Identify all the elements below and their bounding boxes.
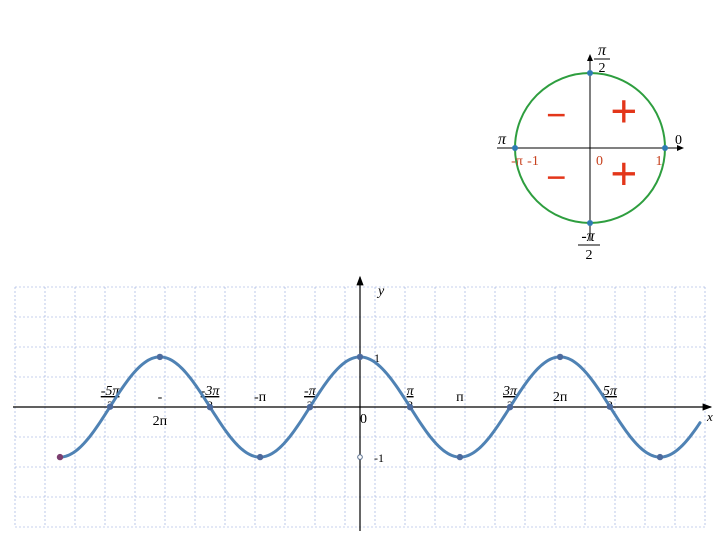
svg-text:-: - xyxy=(158,390,163,405)
svg-text:π: π xyxy=(407,384,415,399)
svg-text:y: y xyxy=(376,284,385,299)
graph-svg: yx1-1-5π2-2п-3π2-п-π20π2п3π22п5π2 xyxy=(0,0,720,540)
svg-text:-п: -п xyxy=(254,390,267,405)
svg-text:п: п xyxy=(456,390,464,405)
svg-text:2п: 2п xyxy=(553,390,568,405)
cosine-graph: yx1-1-5π2-2п-3π2-п-π20π2п3π22п5π2 xyxy=(0,0,720,545)
svg-text:0: 0 xyxy=(360,412,367,427)
svg-text:2п: 2п xyxy=(153,414,168,429)
svg-text:x: x xyxy=(706,409,713,424)
svg-text:-1: -1 xyxy=(374,451,384,465)
